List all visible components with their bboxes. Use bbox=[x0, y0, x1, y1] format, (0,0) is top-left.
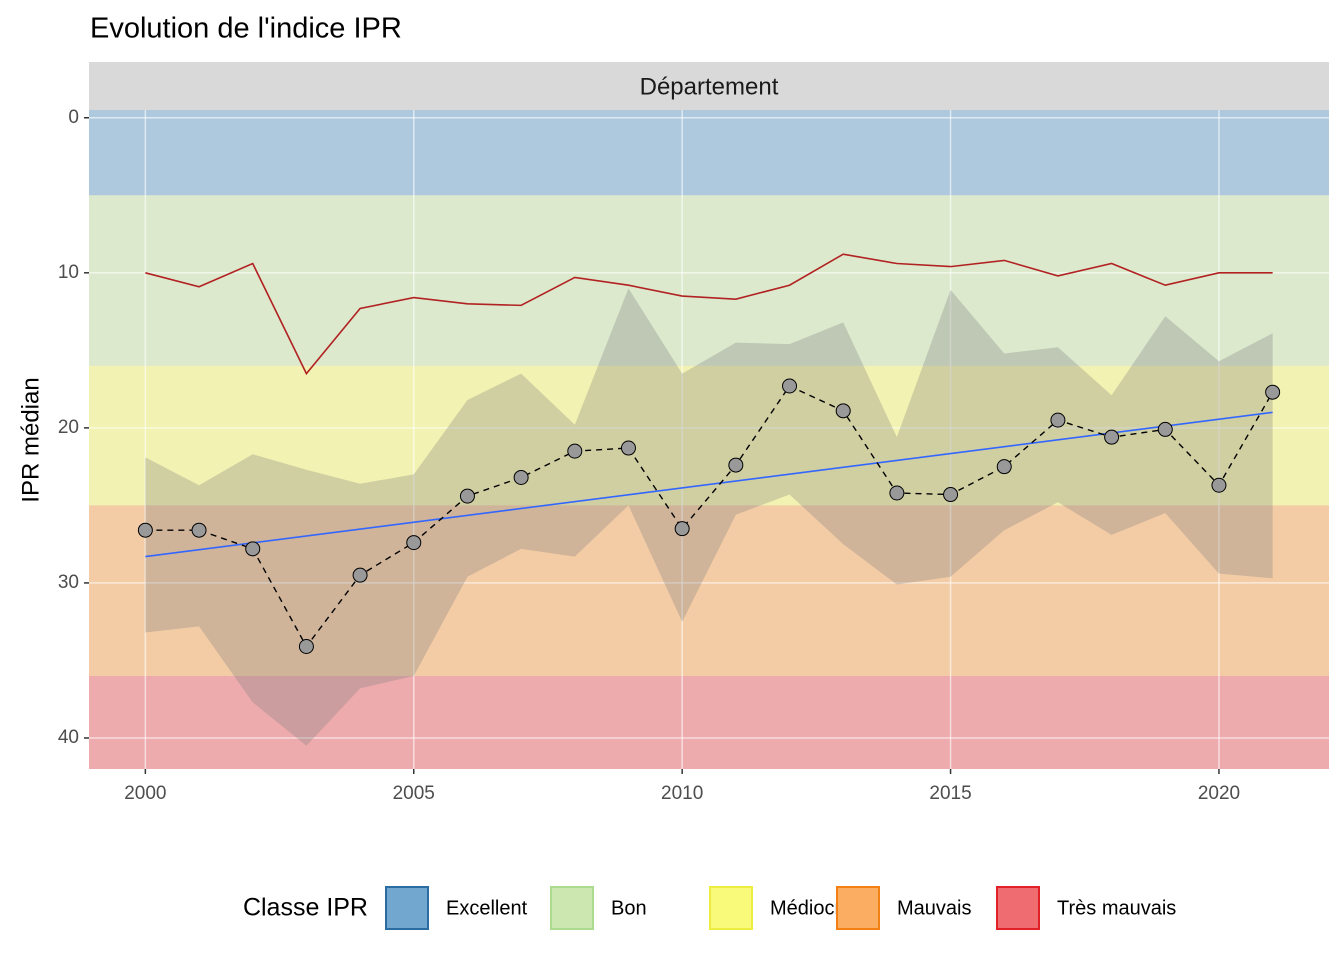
y-axis-label: IPR médian bbox=[17, 377, 44, 502]
median-point bbox=[782, 378, 798, 394]
ribbon bbox=[145, 288, 1273, 746]
median-point bbox=[513, 469, 529, 485]
median-point bbox=[298, 639, 314, 655]
median-point bbox=[674, 521, 690, 537]
trend-line bbox=[145, 411, 1273, 558]
median-point bbox=[1050, 412, 1066, 428]
median-point bbox=[459, 488, 475, 504]
median-point bbox=[1104, 429, 1120, 445]
y-tick-label: 20 bbox=[58, 417, 79, 438]
median-point bbox=[352, 567, 368, 583]
x-tick-label: 2005 bbox=[393, 783, 435, 804]
chart-title: Evolution de l'indice IPR bbox=[90, 13, 402, 45]
legend-key bbox=[385, 886, 429, 930]
y-tick-label: 40 bbox=[58, 727, 79, 748]
median-point bbox=[835, 403, 851, 419]
median-point bbox=[620, 440, 636, 456]
median-point bbox=[943, 487, 959, 503]
legend-key bbox=[709, 886, 753, 930]
x-tick-label: 2010 bbox=[661, 783, 703, 804]
median-point bbox=[137, 522, 153, 538]
class-band bbox=[89, 195, 1329, 366]
facet-strip bbox=[89, 62, 1329, 110]
median-point bbox=[728, 457, 744, 473]
class-band bbox=[89, 675, 1329, 769]
legend-key bbox=[836, 886, 880, 930]
facet-label: Département bbox=[640, 73, 779, 100]
legend-label: Mauvais bbox=[897, 897, 971, 919]
x-tick-label: 2000 bbox=[124, 783, 166, 804]
legend-key bbox=[996, 886, 1040, 930]
median-point bbox=[567, 443, 583, 459]
y-tick-label: 0 bbox=[68, 107, 79, 128]
median-point bbox=[245, 541, 261, 557]
x-tick-label: 2020 bbox=[1198, 783, 1240, 804]
class-band bbox=[89, 110, 1329, 196]
median-line bbox=[145, 385, 1274, 648]
median-point bbox=[406, 535, 422, 551]
red-line bbox=[145, 253, 1273, 376]
legend-title: Classe IPR bbox=[243, 894, 368, 922]
x-tick-label: 2015 bbox=[929, 783, 971, 804]
median-point bbox=[996, 459, 1012, 475]
median-point bbox=[1211, 477, 1227, 493]
median-point bbox=[889, 485, 905, 501]
y-tick-label: 10 bbox=[58, 262, 79, 283]
legend-key bbox=[550, 886, 594, 930]
median-point bbox=[1265, 384, 1281, 400]
y-tick-label: 30 bbox=[58, 572, 79, 593]
median-point bbox=[191, 522, 207, 538]
legend-label: Bon bbox=[611, 897, 647, 919]
class-band bbox=[89, 505, 1329, 676]
legend-label: Très mauvais bbox=[1057, 897, 1176, 919]
legend-label: Médiocre bbox=[770, 897, 852, 919]
legend-label: Excellent bbox=[446, 897, 528, 919]
median-point bbox=[1157, 421, 1173, 437]
